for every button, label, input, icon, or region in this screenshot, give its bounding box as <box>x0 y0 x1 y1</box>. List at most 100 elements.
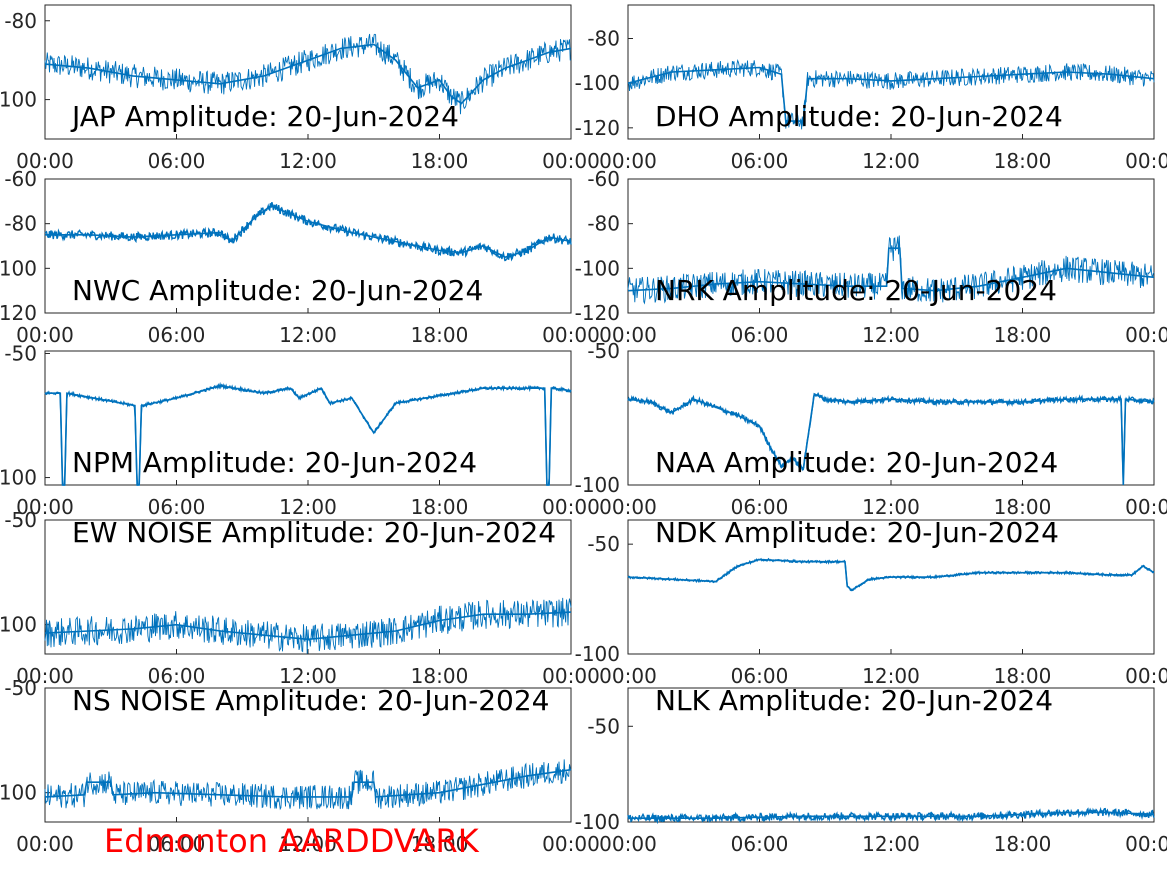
x-tick-label: 12:00 <box>862 149 920 173</box>
x-tick-label: 12:00 <box>279 149 337 173</box>
x-tick-label: 00:00 <box>542 832 600 856</box>
x-tick-label: 06:00 <box>731 832 789 856</box>
chart-title: NS NOISE Amplitude: 20-Jun-2024 <box>72 684 549 717</box>
plot-area <box>44 4 572 140</box>
y-tick-label: -100 <box>575 256 620 280</box>
y-tick-label: -100 <box>575 71 620 95</box>
x-tick-label: 18:00 <box>411 149 469 173</box>
y-tick-label: -50 <box>587 714 620 738</box>
x-tick-label: 06:00 <box>731 149 789 173</box>
series-line-features <box>627 558 1155 592</box>
y-tick-label: -80 <box>587 212 620 236</box>
y-tick-label: -80 <box>4 9 37 33</box>
chart-panel-3: 00:00 06:00 12:00 18:00 00:00 -60 -80 -100 -120 N… <box>575 167 1167 347</box>
x-tick-label: 06:00 <box>148 149 206 173</box>
x-tick-label: 00:00 <box>16 664 74 688</box>
chart-panel-7: 00:00 06:00 12:00 18:00 00:00 -50 -100 NDK Ampl… <box>575 516 1167 688</box>
plot-area <box>627 519 1155 655</box>
y-tick-label: -50 <box>4 508 37 532</box>
x-tick-label: 00:00 <box>1125 664 1167 688</box>
chart-title: EW NOISE Amplitude: 20-Jun-2024 <box>72 516 556 549</box>
series-line-features <box>44 43 572 105</box>
y-tick-label: -120 <box>575 116 620 140</box>
x-tick-label: 00:00 <box>599 832 657 856</box>
x-tick-label: 00:00 <box>542 149 600 173</box>
chart-title: NWC Amplitude: 20-Jun-2024 <box>72 274 483 307</box>
chart-panel-9: 00:00 06:00 12:00 18:00 00:00 -50 -100 NLK Ampl… <box>575 684 1167 856</box>
chart-panel-1: 00:00 06:00 12:00 18:00 00:00 -80 -100 -120 DHO … <box>575 4 1167 173</box>
series-line-features <box>44 768 572 798</box>
chart-title: NDK Amplitude: 20-Jun-2024 <box>655 516 1059 549</box>
y-tick-label: -60 <box>587 167 620 191</box>
series-line-features <box>627 66 1155 122</box>
station-label: Edmonton AARDDVARK <box>104 822 479 860</box>
x-tick-label: 18:00 <box>994 832 1052 856</box>
y-tick-label: -120 <box>0 301 37 325</box>
y-tick-label: -100 <box>0 256 37 280</box>
x-tick-label: 06:00 <box>731 664 789 688</box>
x-tick-label: 18:00 <box>411 323 469 347</box>
series-line <box>627 235 1155 305</box>
x-tick-label: 06:00 <box>148 664 206 688</box>
series-line <box>44 759 572 811</box>
y-tick-label: -100 <box>575 473 620 497</box>
y-tick-label: -50 <box>4 341 37 365</box>
series-line-features <box>45 204 572 259</box>
x-tick-label: 12:00 <box>279 832 337 856</box>
series-line <box>44 33 572 115</box>
chart-panel-5: 00:00 06:00 12:00 18:00 00:00 -50 -100 NAA Ampl… <box>575 339 1167 519</box>
chart-title: JAP Amplitude: 20-Jun-2024 <box>70 100 459 133</box>
y-tick-label: -60 <box>4 167 37 191</box>
chart-title: NAA Amplitude: 20-Jun-2024 <box>655 446 1058 479</box>
x-tick-label: 06:00 <box>148 323 206 347</box>
x-tick-label: 18:00 <box>994 664 1052 688</box>
x-tick-label: 00:00 <box>16 323 74 347</box>
chart-panel-0: 00:00 06:00 12:00 18:00 00:00 -80 -100 JAP Ampl… <box>0 4 600 173</box>
x-tick-label: 06:00 <box>731 323 789 347</box>
plot-area <box>44 350 572 486</box>
x-tick-label: 12:00 <box>279 495 337 519</box>
y-tick-label: -100 <box>575 642 620 666</box>
chart-panel-2: 00:00 06:00 12:00 18:00 00:00 -60 -80 -100 -120 N… <box>0 167 600 347</box>
x-tick-label: 12:00 <box>279 323 337 347</box>
series-line-features <box>627 247 1155 292</box>
series-line <box>627 806 1155 825</box>
plot-area <box>627 350 1155 486</box>
chart-title: DHO Amplitude: 20-Jun-2024 <box>655 100 1063 133</box>
chart-title: NLK Amplitude: 20-Jun-2024 <box>655 684 1053 717</box>
x-tick-label: 06:00 <box>731 495 789 519</box>
y-tick-label: -50 <box>587 339 620 363</box>
chart-panel-6: 00:00 06:00 12:00 18:00 00:00 -50 -100 EW NOISE… <box>0 508 600 688</box>
x-tick-label: 18:00 <box>994 495 1052 519</box>
y-tick-label: -100 <box>575 810 620 834</box>
x-tick-label: 00:00 <box>16 495 74 519</box>
y-tick-label: -100 <box>0 613 37 637</box>
y-tick-label: -100 <box>0 781 37 805</box>
x-tick-label: 12:00 <box>862 664 920 688</box>
x-tick-label: 12:00 <box>862 495 920 519</box>
x-tick-label: 18:00 <box>994 149 1052 173</box>
x-tick-label: 00:00 <box>599 495 657 519</box>
x-tick-label: 06:00 <box>148 832 206 856</box>
x-tick-label: 00:00 <box>542 495 600 519</box>
x-tick-label: 00:00 <box>542 323 600 347</box>
x-tick-label: 00:00 <box>542 664 600 688</box>
x-tick-label: 00:00 <box>1125 832 1167 856</box>
x-tick-label: 18:00 <box>411 664 469 688</box>
x-tick-label: 00:00 <box>1125 149 1167 173</box>
x-tick-label: 18:00 <box>994 323 1052 347</box>
y-tick-label: -50 <box>4 676 37 700</box>
series-line-features <box>44 611 572 641</box>
series-line-features <box>45 384 572 486</box>
series-line-features <box>628 811 1155 819</box>
x-tick-label: 00:00 <box>1125 495 1167 519</box>
y-tick-label: -100 <box>0 466 37 490</box>
chart-title: NPM Amplitude: 20-Jun-2024 <box>72 446 477 479</box>
x-tick-label: 12:00 <box>279 664 337 688</box>
x-tick-label: 00:00 <box>1125 323 1167 347</box>
y-tick-label: -80 <box>587 27 620 51</box>
chart-panel-4: 00:00 06:00 12:00 18:00 00:00 -50 -100 NPM Ampl… <box>0 341 600 519</box>
series-line-features <box>627 392 1155 486</box>
x-tick-label: 06:00 <box>148 495 206 519</box>
